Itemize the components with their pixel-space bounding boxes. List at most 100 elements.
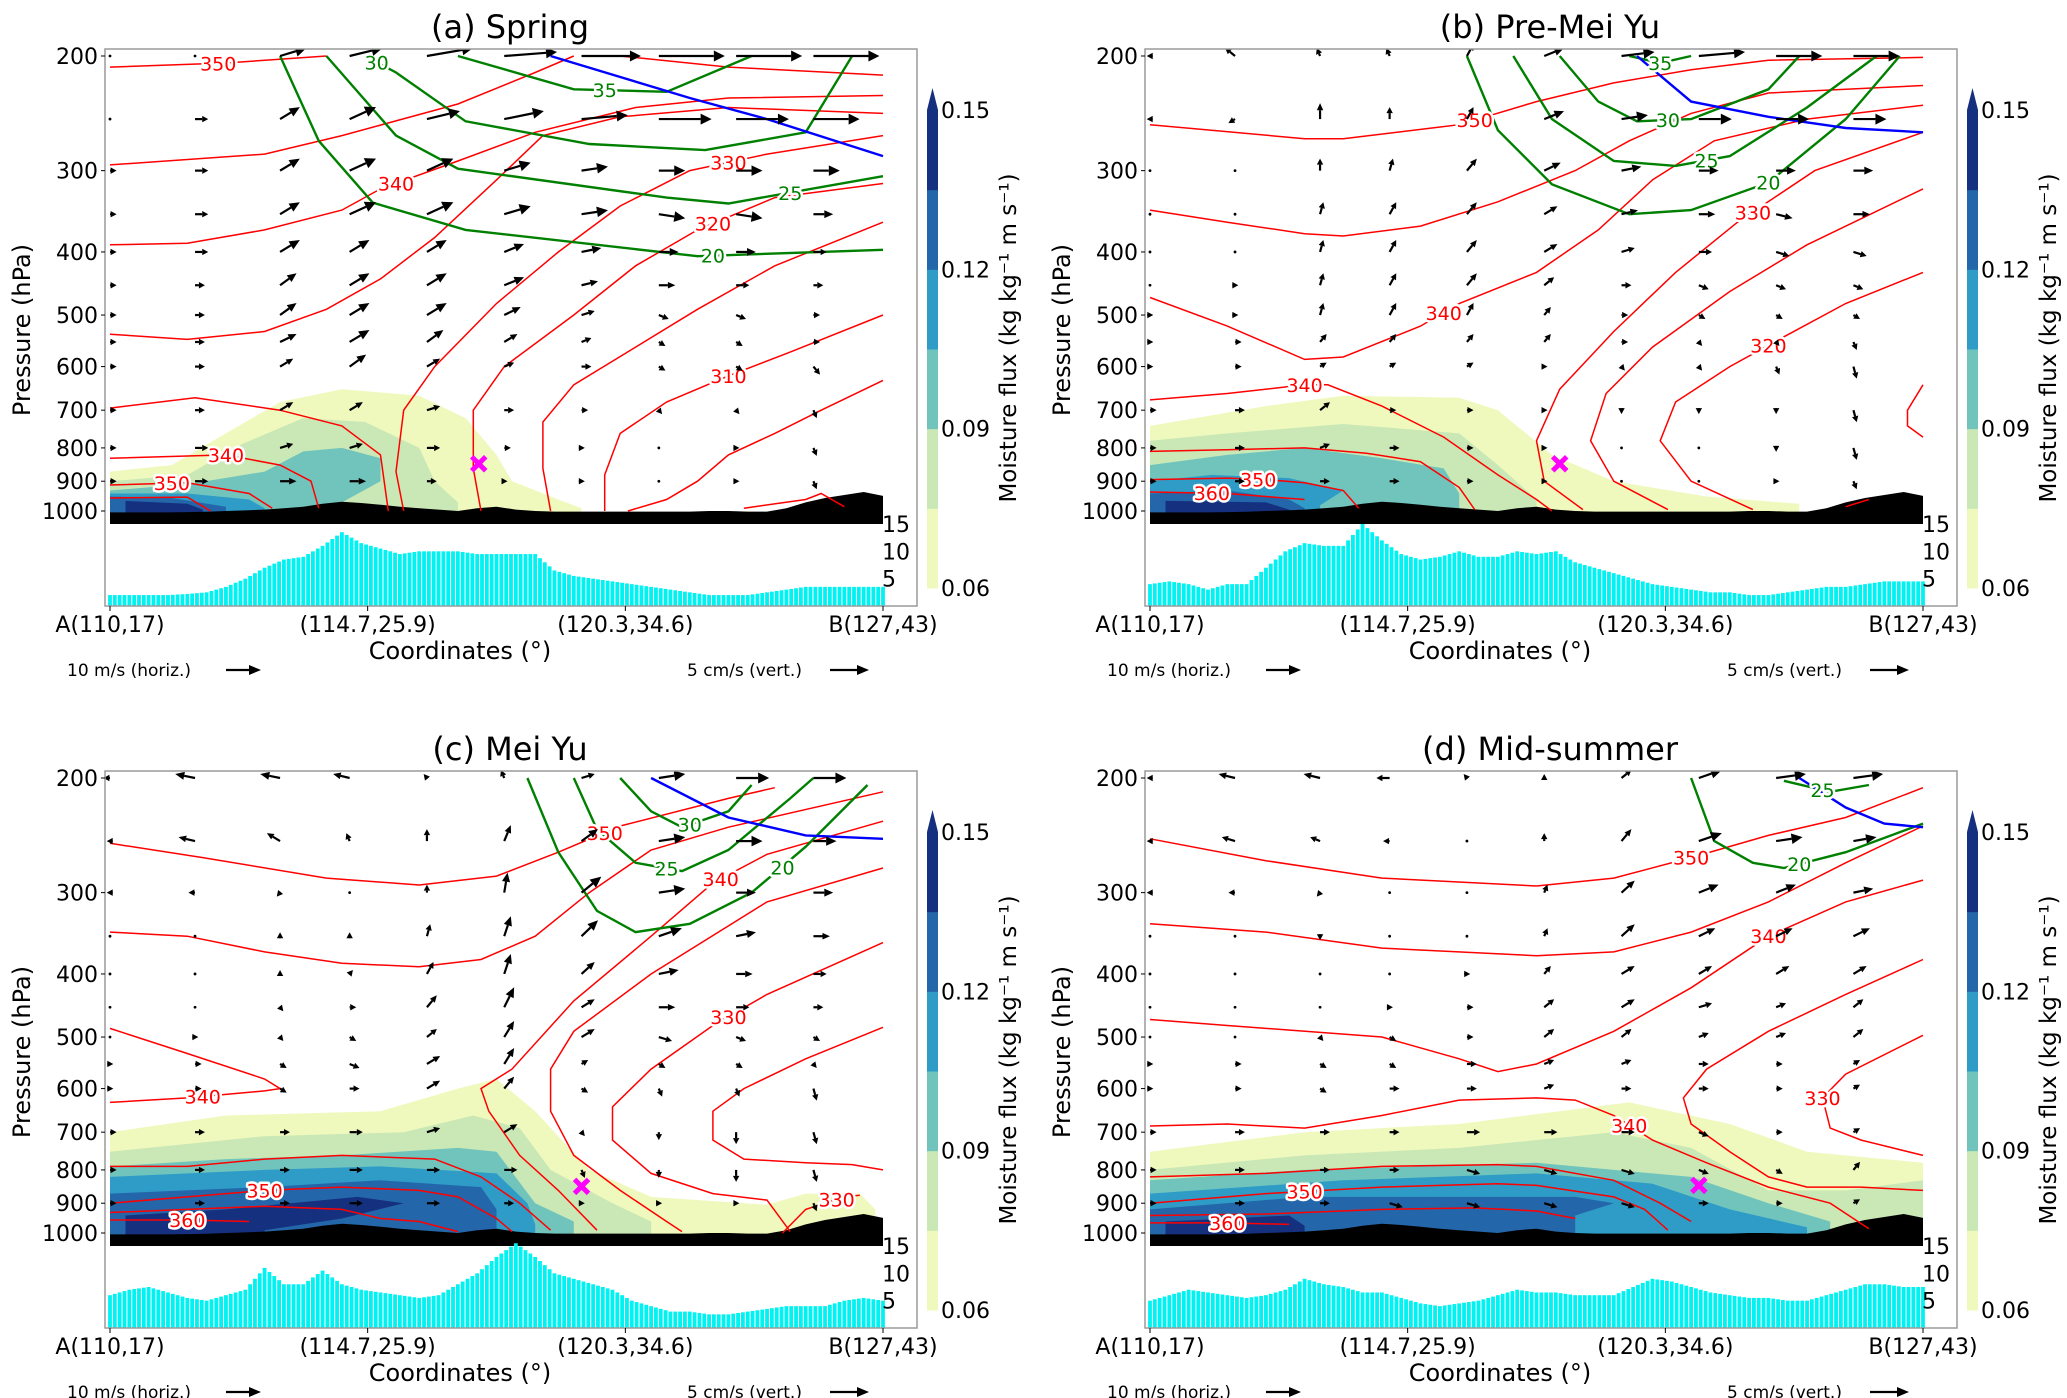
wind-vector xyxy=(658,113,712,125)
precip-bar xyxy=(634,584,639,606)
wind-vector xyxy=(108,972,112,976)
precip-bar xyxy=(726,1314,731,1328)
x-axis-label: Coordinates (°) xyxy=(369,637,551,665)
x-tick-label: A(110,17) xyxy=(55,1335,164,1360)
y-tick-label: 600 xyxy=(56,356,98,381)
wind-vector xyxy=(349,1200,363,1207)
wind-vector xyxy=(426,239,447,253)
precip-bar xyxy=(262,567,267,606)
wind-vector xyxy=(579,1169,586,1178)
theta-contour xyxy=(109,786,775,886)
y-tick-label: 300 xyxy=(56,160,98,185)
precip-bar xyxy=(1500,555,1505,606)
wind-vector xyxy=(1698,1085,1709,1092)
colorbar-tick-label: 0.12 xyxy=(1981,258,2030,283)
precip-bar xyxy=(518,554,523,606)
precip-bar xyxy=(1853,585,1858,606)
precip-bar xyxy=(1515,551,1520,606)
precip-bar xyxy=(610,581,615,606)
wind-vector xyxy=(1146,774,1153,782)
precip-bar xyxy=(282,559,286,606)
colorbar-band xyxy=(927,508,938,589)
bar-tick-label: 10 xyxy=(1922,1262,1950,1287)
theta-contour xyxy=(109,106,884,341)
precip-bar xyxy=(1805,589,1809,606)
wind-vector xyxy=(1621,1059,1632,1066)
vertical-reference-label: 5 cm/s (vert.) xyxy=(1727,661,1842,681)
precip-bar xyxy=(1911,581,1916,606)
wind-vector xyxy=(276,932,284,939)
precip-bar xyxy=(760,593,765,606)
theta-contour xyxy=(109,482,273,509)
wind-vector xyxy=(195,1085,202,1092)
precip-bar xyxy=(320,1270,325,1328)
y-axis-label: Pressure (hPa) xyxy=(8,244,36,416)
wind-vector xyxy=(813,338,821,346)
wind-vector xyxy=(581,245,602,254)
theta-contour xyxy=(1845,498,1870,508)
precip-bar xyxy=(1370,1292,1375,1328)
wind-vector xyxy=(578,1129,585,1137)
colorbar-band xyxy=(927,832,938,913)
precip-bar xyxy=(571,1278,576,1328)
precip-bar xyxy=(1916,581,1921,606)
isotach-label: 35 xyxy=(593,80,617,102)
wind-vector xyxy=(1146,837,1153,845)
x-axis-label: Coordinates (°) xyxy=(1409,1359,1591,1387)
colorbar-band xyxy=(1967,508,1978,589)
precip-bar xyxy=(412,1297,417,1328)
precip-bar xyxy=(1447,554,1452,606)
precip-bar xyxy=(233,1292,238,1328)
wind-vector xyxy=(110,1200,117,1207)
precip-bar xyxy=(610,1289,615,1328)
wind-vector xyxy=(1620,479,1623,483)
wind-vector xyxy=(425,961,434,975)
precip-bar xyxy=(538,558,542,606)
wind-vector xyxy=(110,363,117,370)
theta-contour-label: 330 xyxy=(710,153,746,175)
precip-bar xyxy=(1892,1285,1896,1328)
theta-contour-label: 330 xyxy=(818,1189,854,1211)
precip-bar xyxy=(141,595,146,606)
wind-vector xyxy=(1773,478,1780,485)
precip-bar xyxy=(1249,580,1254,606)
precip-bar xyxy=(238,1291,243,1328)
precip-bar xyxy=(605,1288,610,1328)
wind-vector xyxy=(1698,771,1721,780)
precip-bar xyxy=(1882,581,1887,606)
wind-vector xyxy=(1775,965,1790,975)
wind-vector xyxy=(1389,406,1397,414)
theta-contour xyxy=(109,1186,513,1233)
isotach-label: 25 xyxy=(1810,780,1834,802)
precip-bar xyxy=(523,1250,528,1328)
precip-bar xyxy=(1172,1293,1177,1328)
wind-vector xyxy=(349,442,363,449)
precip-bar xyxy=(1423,558,1428,606)
wind-vector xyxy=(276,969,284,976)
precip-bar xyxy=(1655,584,1660,606)
wind-vector xyxy=(426,358,441,368)
wind-vector xyxy=(1853,113,1887,125)
x-tick-label: (114.7,25.9) xyxy=(1340,613,1476,638)
theta-contour-label: 340 xyxy=(1611,1116,1647,1138)
wind-vector xyxy=(175,771,196,780)
precip-bar xyxy=(1689,1287,1693,1328)
wind-vector xyxy=(1319,362,1327,369)
precip-bar xyxy=(827,586,832,606)
precip-bar xyxy=(1896,581,1901,606)
wind-vector xyxy=(1233,169,1237,173)
wind-vector xyxy=(1318,239,1325,253)
isotach-contour xyxy=(279,55,884,258)
precip-bar xyxy=(1800,590,1805,606)
x-tick-label: B(127,43) xyxy=(828,1335,937,1360)
precip-bar xyxy=(1563,1293,1568,1328)
wind-vector xyxy=(1319,1086,1327,1093)
wind-vector xyxy=(581,279,599,287)
colorbar-band xyxy=(927,349,938,430)
precip-bar xyxy=(1674,587,1679,606)
y-axis-label: Pressure (hPa) xyxy=(8,966,36,1138)
wind-vector xyxy=(1543,162,1561,172)
precip-bar xyxy=(1558,1293,1563,1328)
wind-vector xyxy=(426,303,447,316)
wind-vector xyxy=(426,201,454,216)
